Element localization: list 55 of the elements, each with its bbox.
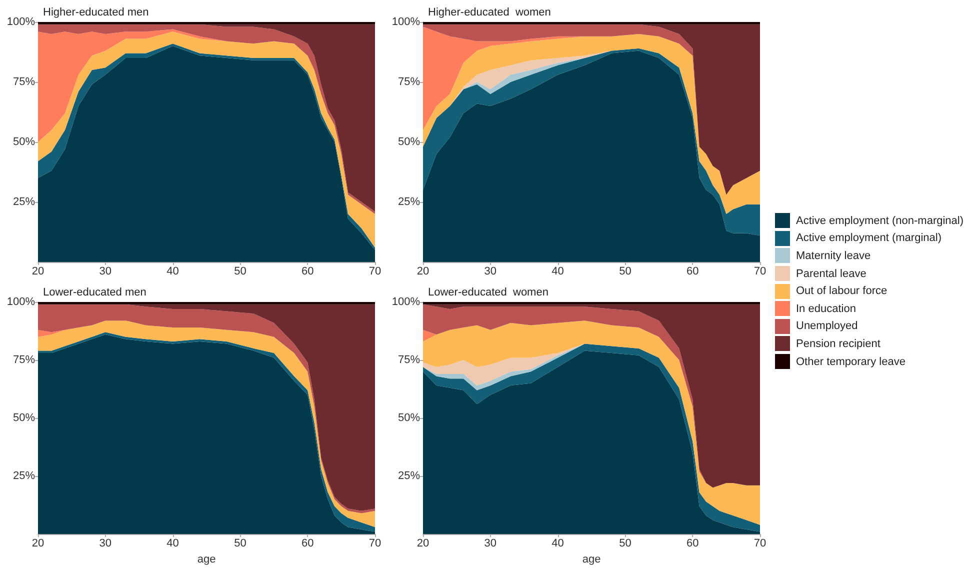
y-tick-label: 25%: [12, 196, 36, 208]
x-tick-label: 30: [484, 266, 497, 278]
y-tick-label: 25%: [398, 196, 420, 208]
x-tick-label: 50: [234, 266, 246, 278]
x-tick-label: 40: [166, 538, 179, 550]
x-tick-label: 70: [754, 266, 766, 278]
chart-title: Lower-educated men: [43, 286, 146, 298]
chart-title: Lower-educated women: [428, 286, 548, 298]
x-tick-label: 70: [368, 266, 382, 278]
legend-label: In education: [796, 302, 856, 315]
x-tick-label: 50: [234, 538, 246, 550]
y-tick-label: 100%: [392, 296, 420, 308]
legend-label: Other temporary leave: [796, 356, 906, 368]
legend-label: Unemployed: [796, 320, 858, 332]
y-tick-label: 100%: [6, 16, 36, 28]
x-tick-label: 20: [416, 266, 430, 278]
y-tick-label: 50%: [398, 412, 420, 424]
x-axis-title: age: [582, 554, 601, 566]
chart-title: Higher-educated women: [428, 6, 551, 18]
y-tick-label: 75%: [398, 354, 420, 366]
x-tick-label: 20: [32, 538, 44, 550]
y-tick-label: 25%: [398, 470, 420, 482]
y-tick-label: 50%: [12, 136, 36, 148]
x-tick-label: 20: [416, 538, 430, 550]
x-tick-label: 70: [368, 538, 382, 550]
x-tick-label: 30: [99, 538, 112, 550]
x-tick-label: 70: [754, 538, 766, 550]
y-tick-label: 75%: [12, 76, 36, 88]
x-tick-label: 40: [166, 266, 179, 278]
x-tick-label: 50: [619, 266, 632, 278]
y-tick-label: 100%: [6, 296, 36, 308]
y-tick-label: 25%: [12, 470, 36, 482]
legend-label: Active employment (marginal): [796, 232, 942, 244]
x-axis-title: age: [197, 554, 216, 566]
y-tick-label: 50%: [12, 412, 36, 424]
x-tick-label: 20: [32, 266, 44, 278]
x-tick-label: 60: [301, 266, 314, 278]
y-tick-label: 75%: [12, 354, 36, 366]
legend-label: Parental leave: [796, 268, 866, 280]
x-tick-label: 60: [301, 538, 314, 550]
y-tick-label: 100%: [392, 16, 420, 28]
x-tick-label: 60: [686, 538, 699, 550]
legend-label: Active employment (non-marginal): [796, 214, 964, 227]
x-tick-label: 40: [552, 538, 564, 550]
y-tick-label: 50%: [398, 136, 420, 148]
legend-label: Maternity leave: [796, 250, 871, 262]
x-tick-label: 30: [99, 266, 112, 278]
x-tick-label: 50: [619, 538, 632, 550]
x-tick-label: 60: [686, 266, 699, 278]
legend-label: Pension recipient: [796, 338, 880, 350]
chart-title: Higher-educated men: [43, 6, 149, 18]
x-tick-label: 40: [552, 266, 564, 278]
y-tick-label: 75%: [398, 76, 420, 88]
legend-label: Out of labour force: [796, 285, 888, 298]
x-tick-label: 30: [484, 538, 497, 550]
